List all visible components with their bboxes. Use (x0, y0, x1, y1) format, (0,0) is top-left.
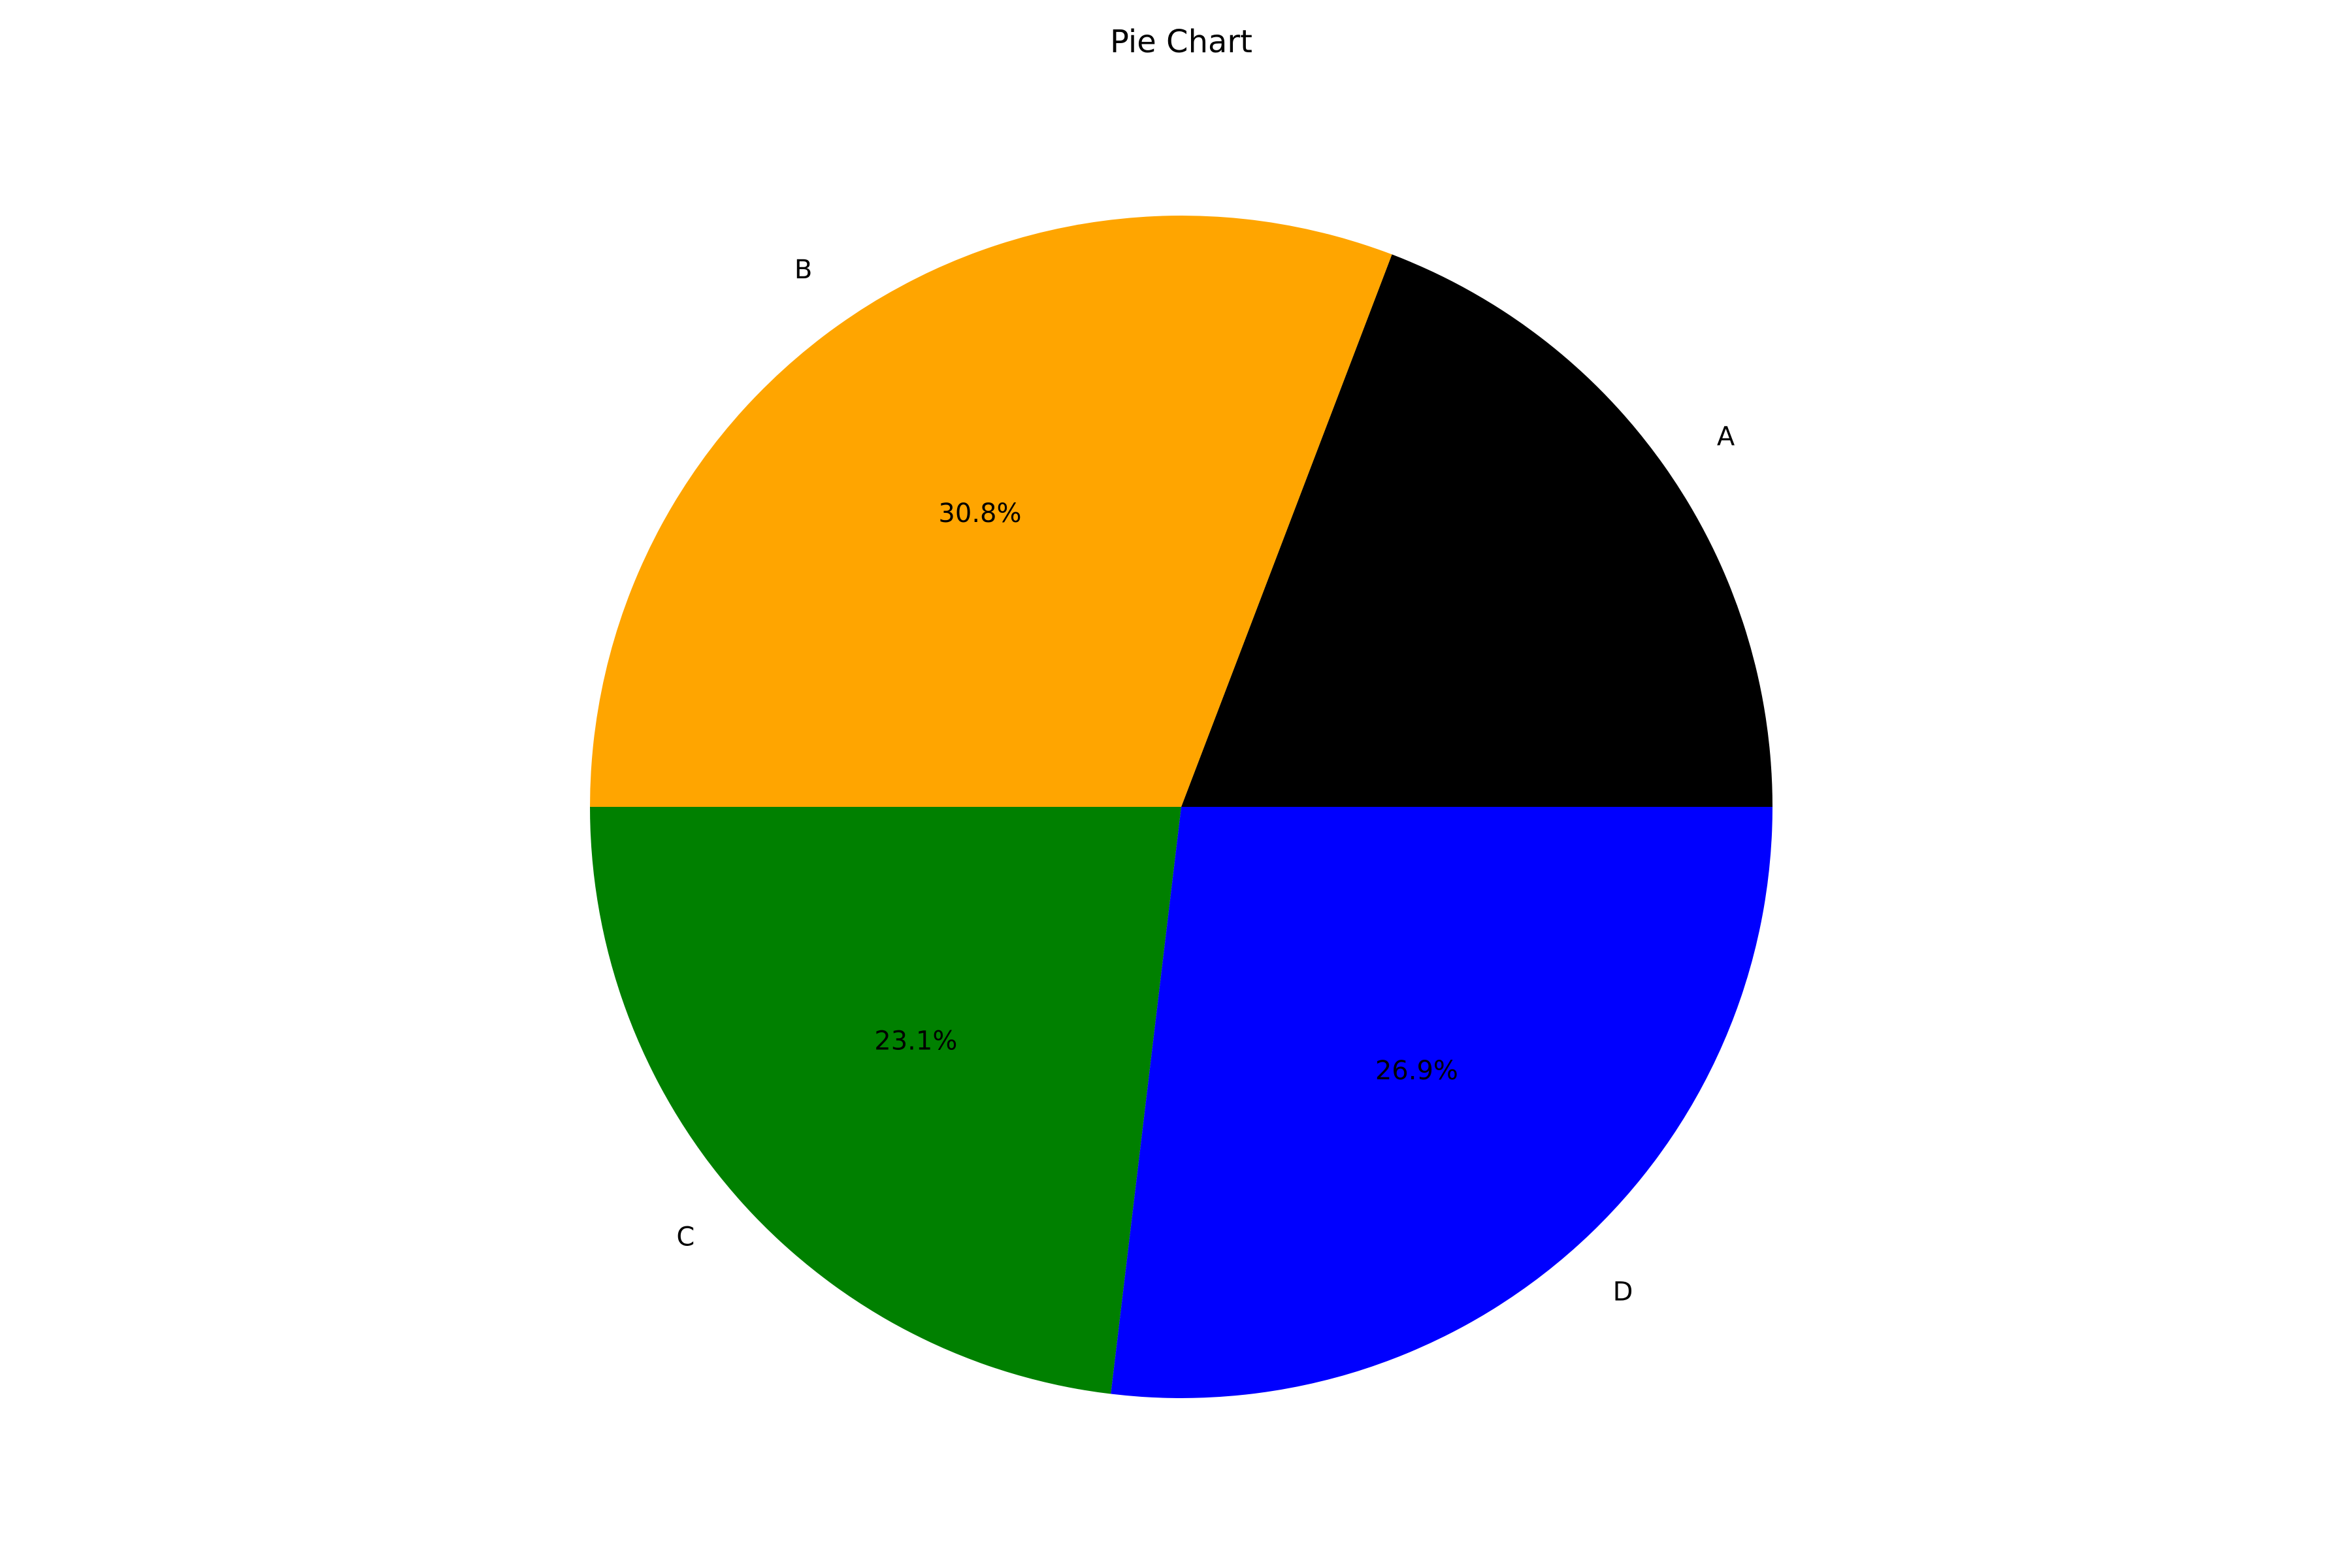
pie-label-d: D (1613, 1277, 1633, 1307)
pie-slice-d (1111, 807, 1772, 1398)
pie-pct-label-b: 30.8% (938, 498, 1021, 529)
pie-slice-c (590, 807, 1181, 1394)
pie-slice-a (1181, 254, 1772, 807)
pie-slices (590, 216, 1772, 1398)
pie-label-c: C (676, 1222, 694, 1252)
pie-labels: A B 30.8% C 23.1% D 26.9% (676, 255, 1735, 1307)
pie-slice-b (590, 216, 1392, 807)
pie-pct-label-d: 26.9% (1375, 1056, 1458, 1086)
pie-label-b: B (794, 255, 812, 285)
chart-title: Pie Chart (1110, 24, 1252, 60)
pie-label-a: A (1717, 421, 1735, 451)
pie-pct-label-c: 23.1% (874, 1026, 957, 1056)
